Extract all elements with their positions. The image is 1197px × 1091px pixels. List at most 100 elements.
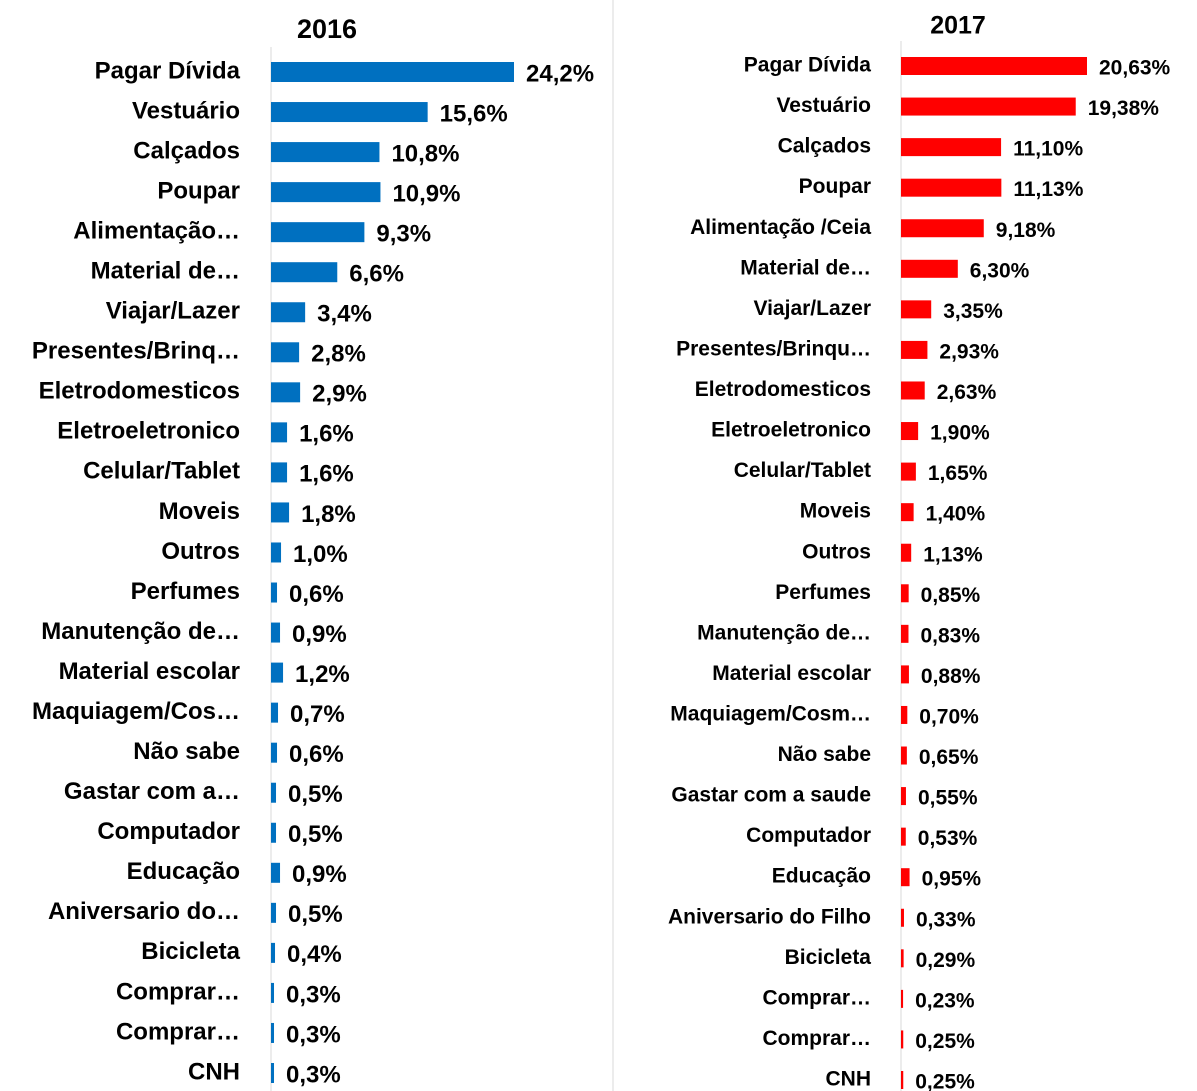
category-label: CNH xyxy=(826,1068,872,1091)
category-label: Material de… xyxy=(91,258,240,285)
category-label: Não sabe xyxy=(778,743,871,766)
category-label: Viajar/Lazer xyxy=(106,298,240,325)
bar xyxy=(901,462,916,481)
category-label: Educação xyxy=(772,865,871,888)
value-label: 0,83% xyxy=(920,624,980,647)
bar xyxy=(271,1063,275,1083)
bar xyxy=(901,1030,904,1049)
value-label: 0,9% xyxy=(292,861,347,888)
bar xyxy=(271,902,277,923)
value-label: 19,38% xyxy=(1088,97,1160,120)
bar xyxy=(271,1022,275,1043)
bar xyxy=(901,543,912,562)
value-label: 9,3% xyxy=(376,221,431,248)
value-label: 0,7% xyxy=(290,701,345,728)
bar xyxy=(901,827,906,846)
value-label: 3,35% xyxy=(943,300,1003,323)
category-label: Manutenção de… xyxy=(41,618,240,645)
bar xyxy=(271,982,275,1003)
category-label: Poupar xyxy=(157,177,240,204)
value-label: 1,6% xyxy=(299,421,354,448)
value-label: 0,95% xyxy=(922,868,982,891)
bar xyxy=(271,782,277,803)
bar xyxy=(901,340,928,359)
category-label: Manutenção de… xyxy=(697,621,871,644)
value-label: 9,18% xyxy=(996,219,1056,242)
category-label: Eletroeletronico xyxy=(711,419,871,442)
bar xyxy=(901,705,908,724)
value-label: 0,3% xyxy=(286,1021,341,1048)
value-label: 0,55% xyxy=(918,787,978,810)
value-label: 2,63% xyxy=(937,381,997,404)
category-label: Gastar com a… xyxy=(64,778,240,805)
value-label: 0,3% xyxy=(286,1061,341,1088)
category-label: Perfumes xyxy=(131,578,240,605)
bar xyxy=(271,62,514,82)
bar xyxy=(271,302,306,323)
value-label: 11,13% xyxy=(1013,178,1083,201)
value-label: 0,33% xyxy=(916,908,976,931)
bar xyxy=(901,624,909,643)
value-label: 3,4% xyxy=(317,301,372,328)
value-label: 20,63% xyxy=(1099,57,1171,80)
bar xyxy=(271,542,282,563)
bar xyxy=(901,665,909,684)
category-label: Material escolar xyxy=(712,662,871,685)
category-label: Material escolar xyxy=(59,658,240,685)
category-label: Eletrodomesticos xyxy=(695,378,871,401)
value-label: 0,25% xyxy=(915,1030,975,1053)
bar xyxy=(271,622,281,643)
value-label: 0,6% xyxy=(289,581,344,608)
category-label: Bicicleta xyxy=(785,946,872,969)
category-label: Maquiagem/Cosm… xyxy=(670,703,871,726)
bar xyxy=(271,142,380,163)
value-label: 0,6% xyxy=(289,741,344,768)
category-label: Comprar… xyxy=(116,1018,240,1045)
value-label: 1,0% xyxy=(293,541,348,568)
category-label: Outros xyxy=(802,540,871,563)
bar xyxy=(901,868,910,887)
category-label: Computador xyxy=(746,824,871,847)
bar xyxy=(901,138,1002,157)
category-label: Calçados xyxy=(778,135,871,158)
category-label: Calçados xyxy=(133,137,240,164)
category-label: Alimentação… xyxy=(73,218,240,245)
category-label: Aniversario do… xyxy=(48,898,240,925)
bar xyxy=(901,787,906,806)
bar xyxy=(901,422,919,441)
bar xyxy=(901,178,1002,197)
bar xyxy=(271,942,276,963)
bar xyxy=(901,584,909,603)
category-label: Pagar Dívida xyxy=(95,57,241,84)
category-label: Bicicleta xyxy=(141,938,240,965)
category-label: Presentes/Brinq… xyxy=(32,338,240,365)
bar xyxy=(271,862,281,883)
bar xyxy=(271,422,288,443)
value-label: 0,25% xyxy=(915,1071,975,1091)
value-label: 24,2% xyxy=(526,60,594,87)
category-label: Celular/Tablet xyxy=(83,458,240,485)
value-label: 11,10% xyxy=(1013,138,1083,161)
value-label: 1,90% xyxy=(930,422,990,445)
bar xyxy=(901,908,904,927)
category-label: Pagar Dívida xyxy=(744,54,872,77)
bar xyxy=(271,182,381,203)
category-label: Presentes/Brinqu… xyxy=(676,337,871,360)
bar xyxy=(901,746,907,765)
bar xyxy=(901,1071,904,1089)
bar xyxy=(901,989,904,1008)
category-label: Comprar… xyxy=(762,1027,871,1050)
value-label: 2,8% xyxy=(311,341,366,368)
value-label: 1,40% xyxy=(926,503,986,526)
value-label: 0,5% xyxy=(288,901,343,928)
bar xyxy=(901,381,925,400)
bar xyxy=(271,462,288,483)
value-label: 10,8% xyxy=(391,140,459,167)
value-label: 6,30% xyxy=(970,259,1030,282)
category-label: Perfumes xyxy=(775,581,871,604)
bar xyxy=(901,503,914,522)
value-label: 0,85% xyxy=(921,584,981,607)
bar xyxy=(271,582,278,603)
value-label: 1,65% xyxy=(928,462,988,485)
